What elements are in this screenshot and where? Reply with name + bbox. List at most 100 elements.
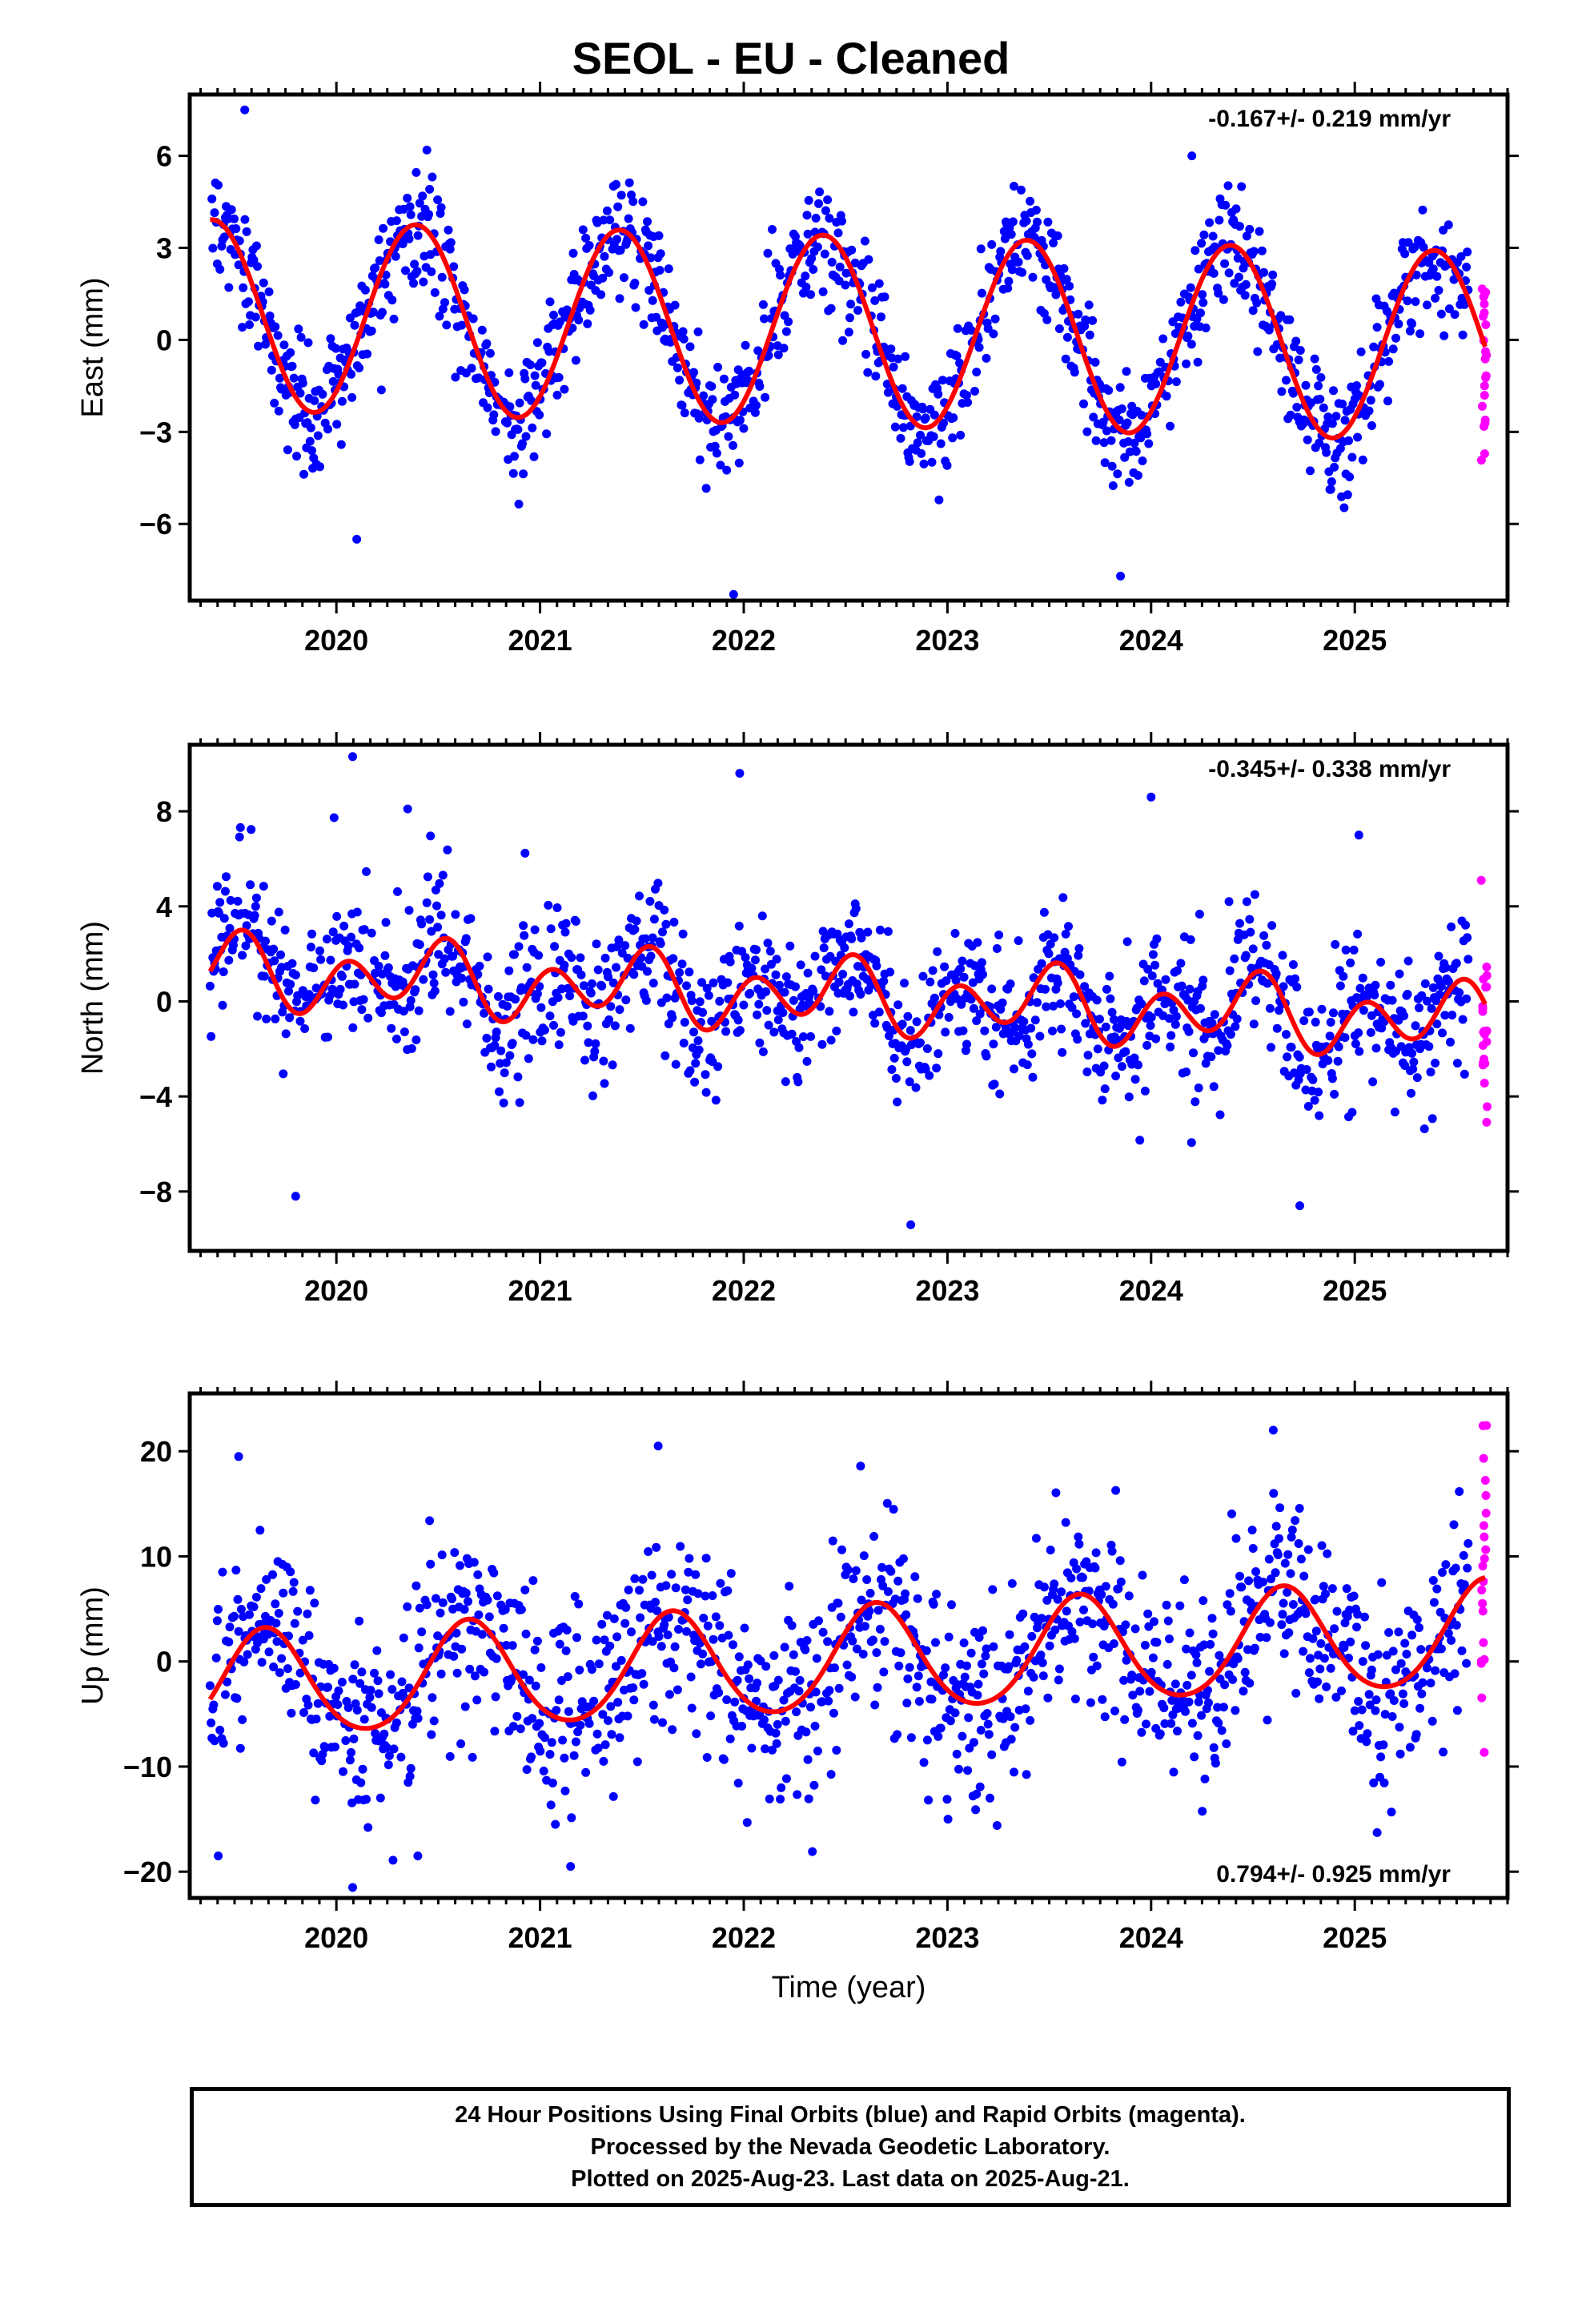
final-orbit-point	[1366, 1027, 1375, 1037]
final-orbit-point	[721, 1027, 731, 1036]
final-orbit-point	[1207, 1052, 1216, 1062]
final-orbit-point	[496, 1046, 506, 1055]
final-orbit-point	[896, 433, 905, 443]
final-orbit-point	[1268, 270, 1278, 279]
final-orbit-point	[1166, 1031, 1176, 1040]
final-orbit-point	[693, 327, 703, 336]
final-orbit-point	[328, 927, 338, 937]
final-orbit-point	[1311, 1626, 1321, 1636]
final-orbit-point	[298, 1635, 307, 1645]
final-orbit-point	[231, 224, 241, 233]
final-orbit-point	[649, 915, 659, 924]
final-orbit-point	[990, 1080, 999, 1089]
final-orbit-point	[761, 964, 770, 974]
final-orbit-point	[1037, 1614, 1046, 1623]
y-tick-label: −6	[139, 508, 172, 541]
final-orbit-point	[898, 1554, 908, 1563]
final-orbit-point	[1403, 956, 1413, 966]
final-orbit-point	[1231, 1534, 1241, 1543]
final-orbit-point	[1358, 1657, 1367, 1667]
final-orbit-point	[1405, 326, 1415, 336]
final-orbit-point	[755, 382, 765, 391]
final-orbit-point	[347, 1747, 355, 1757]
final-orbit-point	[654, 231, 664, 240]
final-orbit-point	[1143, 1609, 1153, 1618]
final-orbit-point	[885, 967, 895, 977]
final-orbit-point	[1333, 1056, 1343, 1066]
final-orbit-point	[1134, 471, 1142, 480]
final-orbit-point	[647, 1570, 656, 1580]
final-orbit-point	[545, 297, 555, 307]
final-orbit-point	[271, 1599, 280, 1609]
final-orbit-point	[662, 993, 672, 1003]
rapid-orbit-point	[1478, 1003, 1488, 1013]
final-orbit-point	[809, 265, 818, 274]
final-orbit-point	[317, 1756, 327, 1766]
final-orbit-point	[1362, 1737, 1371, 1747]
final-orbit-point	[988, 1585, 998, 1594]
final-orbit-point	[1166, 421, 1175, 431]
final-orbit-point	[1048, 1026, 1057, 1035]
final-orbit-point	[210, 208, 219, 218]
final-orbit-point	[1279, 1649, 1289, 1659]
final-orbit-point	[847, 245, 857, 255]
final-orbit-point	[643, 217, 652, 227]
final-orbit-point	[801, 271, 810, 281]
final-orbit-point	[1248, 1544, 1258, 1553]
final-orbit-point	[934, 495, 944, 505]
final-orbit-point	[747, 963, 757, 973]
final-orbit-point	[1344, 436, 1353, 445]
final-orbit-point	[1311, 364, 1321, 374]
final-orbit-point	[311, 1715, 321, 1723]
final-orbit-point	[842, 1660, 852, 1670]
final-orbit-point	[234, 260, 243, 270]
final-orbit-point	[1209, 1082, 1219, 1092]
final-orbit-point	[291, 1680, 300, 1689]
final-orbit-point	[1244, 1576, 1254, 1586]
final-orbit-point	[729, 589, 738, 599]
final-orbit-point	[870, 1700, 880, 1710]
final-orbit-point	[1176, 297, 1186, 307]
final-orbit-point	[383, 1760, 393, 1770]
final-orbit-point	[1276, 311, 1286, 320]
y-axis-label: East (mm)	[76, 277, 110, 417]
final-orbit-point	[341, 1736, 351, 1745]
final-orbit-point	[1249, 1019, 1259, 1029]
final-orbit-point	[922, 1044, 932, 1053]
final-orbit-point	[1021, 1704, 1030, 1714]
final-orbit-point	[291, 971, 300, 979]
final-orbit-point	[600, 953, 610, 963]
final-orbit-point	[796, 960, 805, 970]
final-orbit-point	[271, 1014, 280, 1023]
final-orbit-point	[530, 371, 540, 380]
final-orbit-point	[1438, 1028, 1447, 1038]
final-orbit-point	[524, 1054, 533, 1063]
final-orbit-point	[1288, 388, 1298, 398]
final-orbit-point	[508, 1039, 517, 1048]
final-orbit-point	[1044, 949, 1054, 959]
rapid-orbit-point	[1478, 1421, 1488, 1430]
final-orbit-point	[1283, 1587, 1292, 1597]
final-orbit-point	[701, 1554, 711, 1563]
final-orbit-point	[285, 1013, 295, 1023]
final-orbit-point	[912, 412, 921, 421]
final-orbit-point	[1364, 406, 1374, 416]
final-orbit-point	[267, 916, 276, 926]
final-orbit-point	[978, 1626, 987, 1635]
final-orbit-point	[1395, 969, 1404, 979]
final-orbit-point	[307, 929, 316, 939]
final-orbit-point	[1084, 300, 1094, 310]
final-orbit-point	[673, 1685, 682, 1695]
final-orbit-point	[1158, 334, 1168, 344]
rapid-orbit-point	[1478, 1041, 1488, 1050]
final-orbit-point	[452, 1668, 462, 1678]
final-orbit-point	[1070, 1695, 1080, 1703]
final-orbit-point	[226, 895, 235, 905]
final-orbit-point	[976, 244, 986, 254]
final-orbit-point	[1379, 1778, 1389, 1787]
final-orbit-point	[287, 361, 297, 371]
final-orbit-point	[849, 1007, 858, 1017]
final-orbit-point	[737, 1722, 747, 1731]
final-orbit-point	[215, 1725, 225, 1735]
final-orbit-point	[1429, 1598, 1439, 1607]
